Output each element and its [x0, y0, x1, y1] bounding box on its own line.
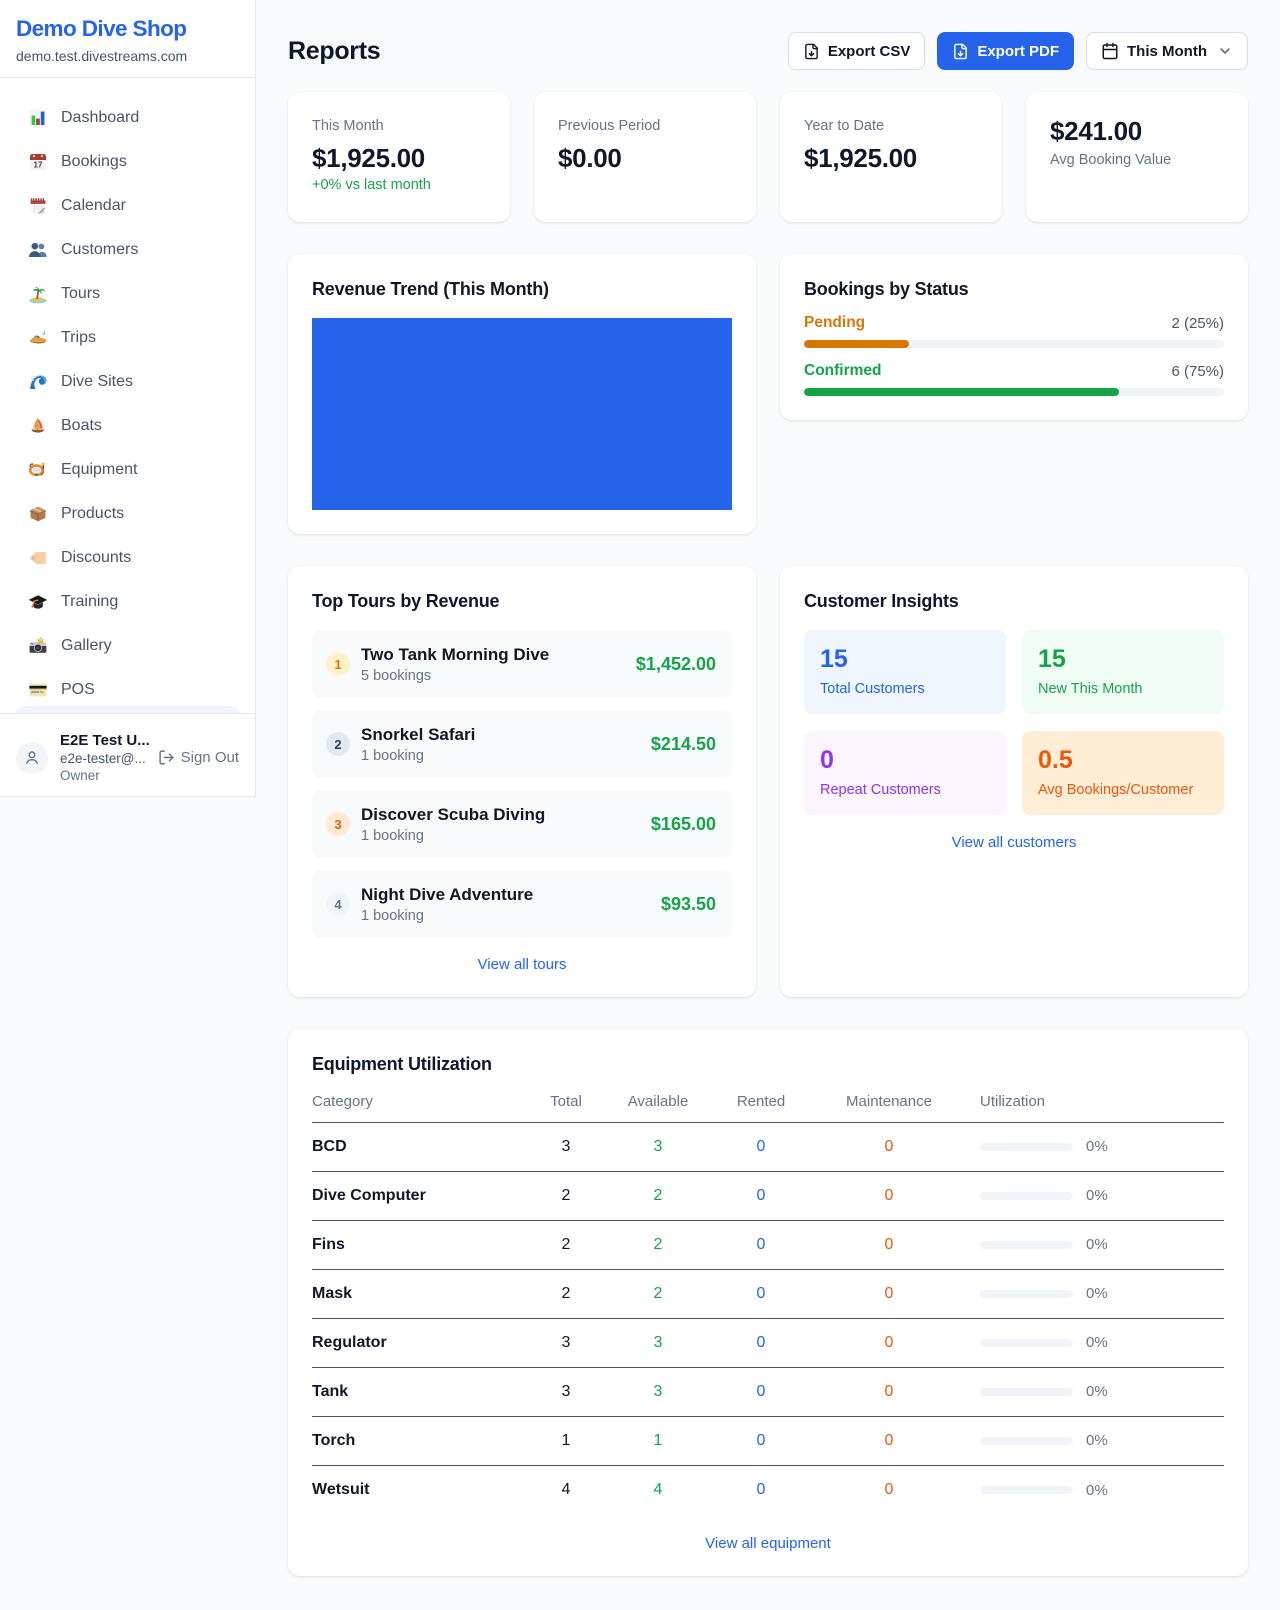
svg-text:17: 17	[34, 161, 43, 170]
